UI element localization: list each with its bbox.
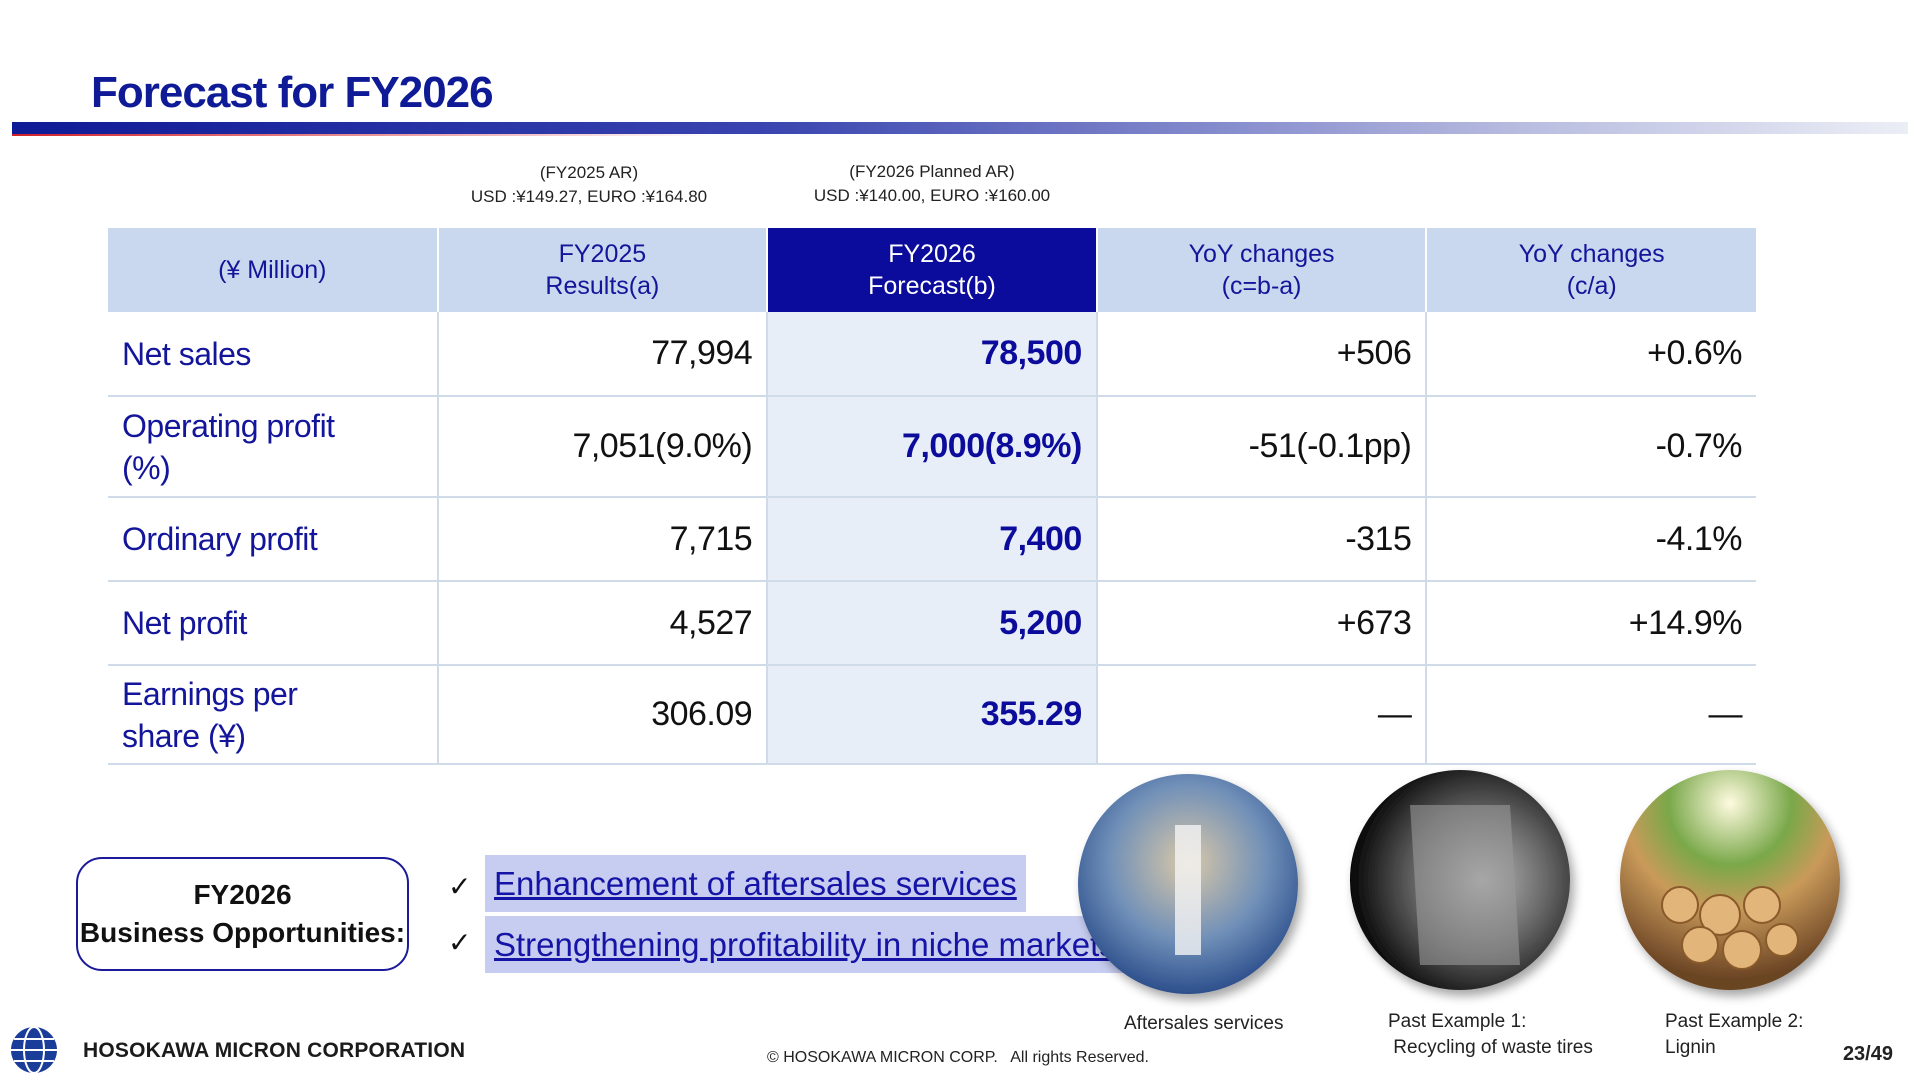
rate-note: (FY2025 AR) USD :¥149.27, EURO :¥164.80 bbox=[424, 161, 754, 209]
cell-line: Operating profit bbox=[122, 407, 335, 444]
value-cell: 77,994 bbox=[437, 312, 769, 397]
check-icon: ✓ bbox=[448, 871, 472, 902]
rate-line: USD :¥149.27, EURO :¥164.80 bbox=[470, 187, 708, 206]
row-label: Net profit bbox=[108, 581, 439, 666]
table-row: Earnings per share (¥) 306.09 355.29— — bbox=[108, 665, 1756, 765]
box-line: FY2026 bbox=[193, 879, 292, 910]
cell-line: Net profit bbox=[122, 605, 247, 641]
caption-line: Past Example 1: bbox=[1388, 1011, 1527, 1032]
value-cell: 7,000(8.9%) bbox=[767, 396, 1098, 498]
copyright: © HOSOKAWA MICRON CORP. All rights Reser… bbox=[767, 1049, 1149, 1066]
table-row: Ordinary profit 7,715 7,400 -315 -4.1% bbox=[108, 497, 1756, 582]
value-cell: -51(-0.1pp) bbox=[1096, 396, 1428, 498]
cell-line: (c=b-a) bbox=[1221, 272, 1302, 300]
photo-detail bbox=[1410, 805, 1520, 965]
photo-caption: Past Example 2: Lignin bbox=[1665, 1009, 1803, 1061]
value-cell: 7,051(9.0%) bbox=[437, 396, 769, 498]
opportunities-box: FY2026 Business Opportunities: bbox=[76, 857, 409, 971]
caption-line: Recycling of waste tires bbox=[1388, 1037, 1593, 1058]
rate-note: (FY2026 Planned AR) USD :¥140.00, EURO :… bbox=[767, 160, 1097, 208]
value-cell: -315 bbox=[1096, 497, 1428, 582]
header-row: (¥ Million) FY2025 Results(a) FY2026 Forecas… bbox=[108, 228, 1756, 312]
photo-detail bbox=[1175, 825, 1201, 955]
company-logo bbox=[11, 1026, 57, 1074]
cell-line: (c/a) bbox=[1566, 272, 1617, 300]
table-row: Operating profit (%) 7,051(9.0%) 7,000(8.9%… bbox=[108, 396, 1756, 498]
value-cell: 7,715 bbox=[437, 497, 769, 582]
forecast-table: (¥ Million) FY2025 Results(a) FY2026 Forecas… bbox=[108, 228, 1756, 765]
table-row: Net profit 4,527 5,200 +673 +14.9% bbox=[108, 581, 1756, 666]
caption-line: Lignin bbox=[1665, 1037, 1716, 1058]
photo-caption: Past Example 1: Recycling of waste tires bbox=[1388, 1009, 1593, 1061]
cell-line: Ordinary profit bbox=[122, 521, 318, 557]
row-label: Net sales bbox=[108, 312, 439, 397]
cell-line: Net sales bbox=[122, 335, 251, 372]
rate-line: (FY2026 Planned AR) bbox=[849, 162, 1015, 181]
value-cell: +0.6% bbox=[1426, 312, 1756, 397]
value-cell: — bbox=[1426, 665, 1756, 765]
table-row: Net sales 77,994 78,500 +506 +0.6% bbox=[108, 312, 1756, 397]
value-cell: 4,527 bbox=[437, 581, 769, 666]
header-cell: FY2026 Forecast(b) bbox=[767, 228, 1098, 312]
value-cell: 7,400 bbox=[767, 497, 1098, 582]
caption-line: Aftersales services bbox=[1124, 1013, 1284, 1034]
row-label: Operating profit (%) bbox=[108, 396, 439, 498]
row-label: Ordinary profit bbox=[108, 497, 439, 582]
value-cell: +506 bbox=[1096, 312, 1428, 397]
cell-line: Forecast(b) bbox=[868, 272, 996, 300]
value-cell: 355.29 bbox=[767, 665, 1098, 765]
title-underline bbox=[12, 134, 712, 136]
header-cell: (¥ Million) bbox=[108, 228, 439, 312]
cell-line: FY2026 bbox=[888, 240, 976, 268]
value-cell: 78,500 bbox=[767, 312, 1098, 397]
company-name: HOSOKAWA MICRON CORPORATION bbox=[83, 1039, 466, 1062]
value-cell: 5,200 bbox=[767, 581, 1098, 666]
cell-line: Results(a) bbox=[545, 272, 660, 300]
opportunity-item[interactable]: Strengthening profitability in niche mar… bbox=[485, 916, 1125, 973]
photo-caption: Aftersales services bbox=[1124, 1011, 1283, 1037]
box-line: Business Opportunities: bbox=[79, 917, 406, 948]
value-cell: 306.09 bbox=[437, 665, 769, 765]
cell-line: YoY changes bbox=[1518, 240, 1665, 268]
cell-line: YoY changes bbox=[1188, 240, 1335, 268]
value-cell: +673 bbox=[1096, 581, 1428, 666]
cell-line: Earnings per bbox=[122, 675, 298, 712]
header-cell: YoY changes (c=b-a) bbox=[1096, 228, 1428, 312]
header-cell: YoY changes (c/a) bbox=[1426, 228, 1756, 312]
header-cell: FY2025 Results(a) bbox=[437, 228, 769, 312]
row-label: Earnings per share (¥) bbox=[108, 665, 439, 765]
check-icon: ✓ bbox=[448, 927, 472, 958]
cell-line: (%) bbox=[122, 449, 171, 486]
value-cell: — bbox=[1096, 665, 1428, 765]
rate-line: USD :¥140.00, EURO :¥160.00 bbox=[813, 186, 1051, 205]
title-bar bbox=[12, 122, 1908, 134]
slide-title: Forecast for FY2026 bbox=[91, 68, 494, 117]
value-cell: -0.7% bbox=[1426, 396, 1756, 498]
cell-line: share (¥) bbox=[122, 717, 246, 754]
value-cell: +14.9% bbox=[1426, 581, 1756, 666]
cell-line: (¥ Million) bbox=[218, 256, 327, 284]
caption-line: Past Example 2: bbox=[1665, 1011, 1804, 1032]
photos bbox=[1078, 770, 1840, 994]
cell-line: FY2025 bbox=[558, 240, 647, 268]
value-cell: -4.1% bbox=[1426, 497, 1756, 582]
opportunity-item[interactable]: Enhancement of aftersales services bbox=[485, 855, 1026, 912]
page-number: 23/49 bbox=[1842, 1043, 1893, 1065]
rate-line: (FY2025 AR) bbox=[539, 163, 639, 182]
photo-detail bbox=[1661, 886, 1799, 970]
